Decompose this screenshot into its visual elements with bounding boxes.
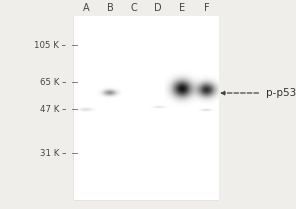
Text: B: B	[107, 3, 113, 13]
Text: A: A	[83, 3, 89, 13]
Bar	[74, 17, 218, 200]
Text: 105 K –: 105 K –	[34, 41, 66, 50]
Text: 47 K –: 47 K –	[40, 105, 66, 114]
Text: E: E	[179, 3, 185, 13]
Text: F: F	[204, 3, 209, 13]
Text: 65 K –: 65 K –	[40, 78, 66, 87]
Text: p-p53: p-p53	[266, 88, 296, 98]
Text: D: D	[154, 3, 162, 13]
Text: 31 K –: 31 K –	[40, 149, 66, 158]
Text: C: C	[131, 3, 137, 13]
